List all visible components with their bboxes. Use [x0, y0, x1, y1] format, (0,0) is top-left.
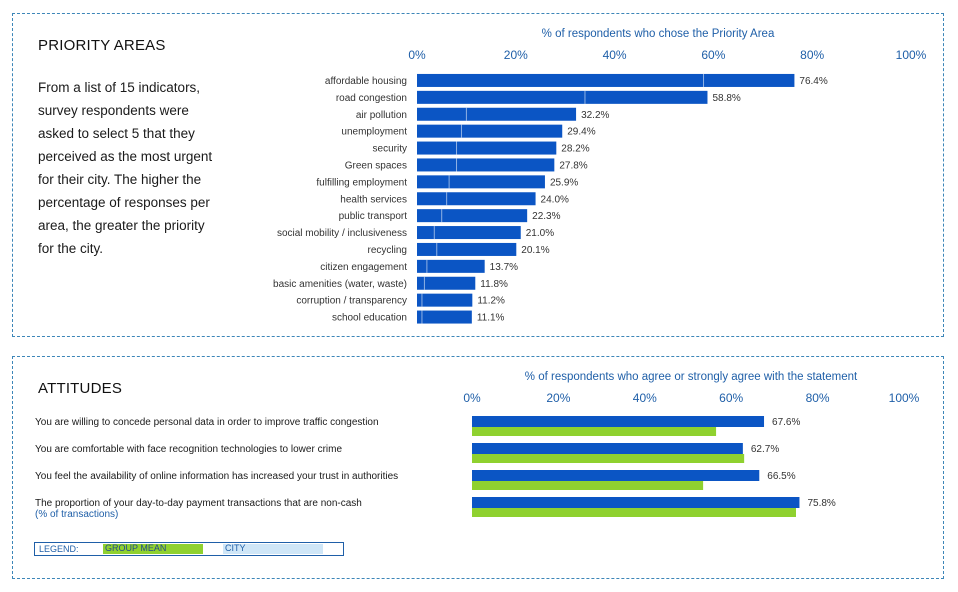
statement-label: You are comfortable with face recognitio… — [35, 444, 342, 455]
city-bar — [417, 124, 563, 138]
category-label: security — [373, 144, 407, 155]
x-tick-label: 40% — [603, 48, 627, 62]
value-label: 75.8% — [807, 498, 835, 509]
x-tick-label: 20% — [546, 391, 570, 405]
x-tick-label: 0% — [408, 48, 426, 62]
value-label: 67.6% — [772, 417, 800, 428]
city-bar — [417, 276, 476, 290]
city-bar — [417, 209, 528, 223]
statement-label: The proportion of your day-to-day paymen… — [35, 498, 362, 509]
city-bar — [417, 90, 708, 104]
chart-title: % of respondents who chose the Priority … — [542, 28, 775, 40]
value-label: 32.2% — [581, 110, 609, 121]
value-label: 24.0% — [541, 194, 569, 205]
value-label: 11.8% — [480, 279, 508, 290]
category-label: Green spaces — [345, 160, 407, 171]
value-label: 11.1% — [477, 313, 505, 324]
value-label: 27.8% — [559, 160, 587, 171]
group-mean-bar — [472, 508, 796, 517]
value-label: 21.0% — [526, 228, 554, 239]
value-label: 20.1% — [521, 245, 549, 256]
city-bar — [417, 141, 557, 155]
statement-label: You are willing to concede personal data… — [35, 417, 379, 428]
city-bar — [472, 443, 743, 454]
category-label: citizen engagement — [320, 262, 407, 273]
value-label: 28.2% — [561, 144, 589, 155]
city-bar — [472, 416, 765, 427]
city-bar — [417, 158, 555, 172]
x-tick-label: 80% — [806, 391, 830, 405]
x-tick-label: 60% — [719, 391, 743, 405]
category-label: air pollution — [356, 110, 407, 121]
priority-areas-heading: PRIORITY AREAS — [38, 37, 166, 54]
city-bar — [417, 226, 521, 240]
category-label: fulfilling employment — [316, 177, 407, 188]
statement-label: You feel the availability of online info… — [35, 471, 398, 482]
category-label: affordable housing — [325, 76, 407, 87]
city-bar — [472, 497, 800, 508]
chart-title: % of respondents who agree or strongly a… — [525, 371, 858, 383]
priority-areas-panel — [12, 13, 944, 337]
legend: LEGEND: GROUP MEAN CITY — [34, 542, 344, 556]
city-bar — [417, 73, 795, 87]
x-tick-label: 100% — [889, 391, 920, 405]
value-label: 62.7% — [751, 444, 779, 455]
value-label: 13.7% — [490, 262, 518, 273]
category-label: school education — [332, 313, 407, 324]
category-label: health services — [340, 194, 407, 205]
x-tick-label: 100% — [896, 48, 927, 62]
city-bar — [417, 293, 473, 307]
statement-sublabel: (% of transactions) — [35, 509, 118, 520]
attitudes-panel — [12, 356, 944, 579]
x-tick-label: 40% — [633, 391, 657, 405]
value-label: 11.2% — [477, 296, 505, 307]
city-bar — [417, 107, 577, 121]
value-label: 29.4% — [567, 127, 595, 138]
legend-city: CITY — [223, 543, 323, 554]
category-label: unemployment — [341, 127, 407, 138]
city-bar — [417, 242, 517, 256]
category-label: road congestion — [336, 93, 407, 104]
category-label: corruption / transparency — [296, 296, 407, 307]
category-label: public transport — [339, 211, 408, 222]
category-label: basic amenities (water, waste) — [273, 279, 407, 290]
category-label: social mobility / inclusiveness — [277, 228, 407, 239]
group-mean-bar — [472, 427, 717, 436]
group-mean-bar — [472, 454, 745, 463]
x-tick-label: 20% — [504, 48, 528, 62]
group-mean-bar — [472, 481, 704, 490]
value-label: 58.8% — [712, 93, 740, 104]
priority-areas-chart: % of respondents who chose the Priority … — [273, 28, 927, 324]
value-label: 25.9% — [550, 177, 578, 188]
priority-areas-description: From a list of 15 indicators, survey res… — [38, 80, 213, 256]
x-tick-label: 0% — [463, 391, 481, 405]
category-label: recycling — [368, 245, 407, 256]
x-tick-label: 60% — [701, 48, 725, 62]
attitudes-heading: ATTITUDES — [38, 380, 123, 397]
legend-group-mean: GROUP MEAN — [103, 543, 203, 554]
x-tick-label: 80% — [800, 48, 824, 62]
city-bar — [417, 259, 485, 273]
legend-label: LEGEND: — [39, 544, 79, 554]
city-bar — [472, 470, 760, 481]
value-label: 22.3% — [532, 211, 560, 222]
value-label: 76.4% — [799, 76, 827, 87]
city-bar — [417, 310, 472, 324]
value-label: 66.5% — [767, 471, 795, 482]
